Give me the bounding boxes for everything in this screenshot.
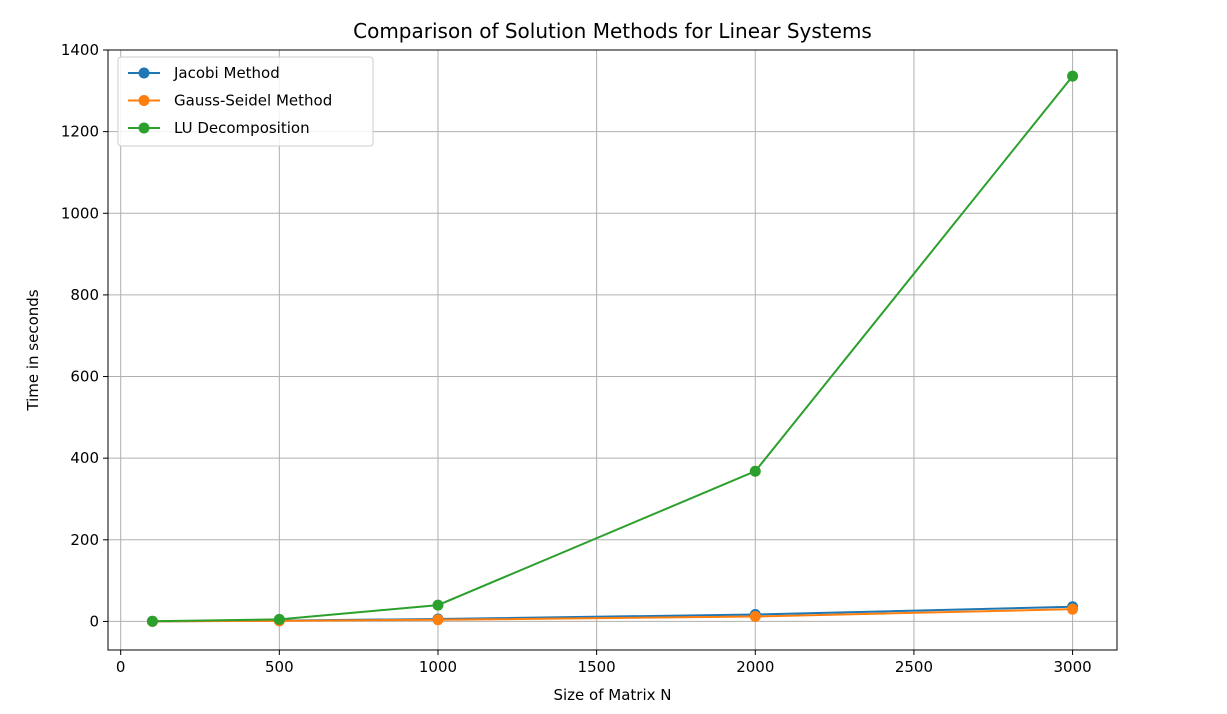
data-point-lu-decomposition: [432, 599, 444, 611]
tick-layer: 0 500 1000 1500 2000 2500 3000 0 200 400 600 800 100…: [61, 41, 1092, 676]
legend-marker-jacobi-method: [138, 67, 150, 79]
series-layer: [146, 70, 1079, 627]
y-tick-label: 600: [70, 368, 99, 386]
x-tick-label: 1000: [419, 658, 457, 676]
y-tick-label: 800: [70, 286, 99, 304]
x-tick-label: 3000: [1053, 658, 1091, 676]
data-point-gauss-seidel-method: [1067, 603, 1079, 615]
data-point-gauss-seidel-method: [432, 614, 444, 626]
y-tick-label: 1200: [61, 123, 99, 141]
x-axis-title: Size of Matrix N: [553, 686, 671, 704]
chart-title: Comparison of Solution Methods for Linea…: [353, 19, 872, 43]
x-tick-label: 2500: [895, 658, 933, 676]
data-point-gauss-seidel-method: [749, 611, 761, 623]
legend-marker-gauss-seidel-method: [138, 95, 150, 106]
x-tick-label: 1500: [578, 658, 616, 676]
data-point-lu-decomposition: [146, 615, 158, 627]
x-tick-label: 500: [265, 658, 294, 676]
y-tick-label: 1400: [61, 41, 99, 59]
plot-frame: [107, 49, 1118, 651]
legend-label-jacobi-method: Jacobi Method: [173, 64, 280, 82]
legend-marker-lu-decomposition: [138, 122, 150, 134]
legend-label-gauss-seidel-method: Gauss-Seidel Method: [174, 92, 332, 110]
data-point-lu-decomposition: [1067, 70, 1079, 82]
legend-label-lu-decomposition: LU Decomposition: [174, 119, 310, 137]
legend-box: [117, 56, 374, 147]
y-tick-label: 200: [70, 531, 99, 549]
y-tick-label: 0: [89, 612, 99, 630]
y-tick-label: 400: [70, 449, 99, 467]
x-tick-label: 2000: [736, 658, 774, 676]
y-axis-title: Time in seconds: [24, 289, 42, 411]
y-tick-label: 1000: [61, 204, 99, 222]
legend: Jacobi Method Gauss-Seidel Method LU Decom…: [117, 56, 374, 147]
data-point-lu-decomposition: [273, 613, 285, 625]
x-tick-label: 0: [116, 658, 126, 676]
data-point-lu-decomposition: [749, 465, 761, 477]
